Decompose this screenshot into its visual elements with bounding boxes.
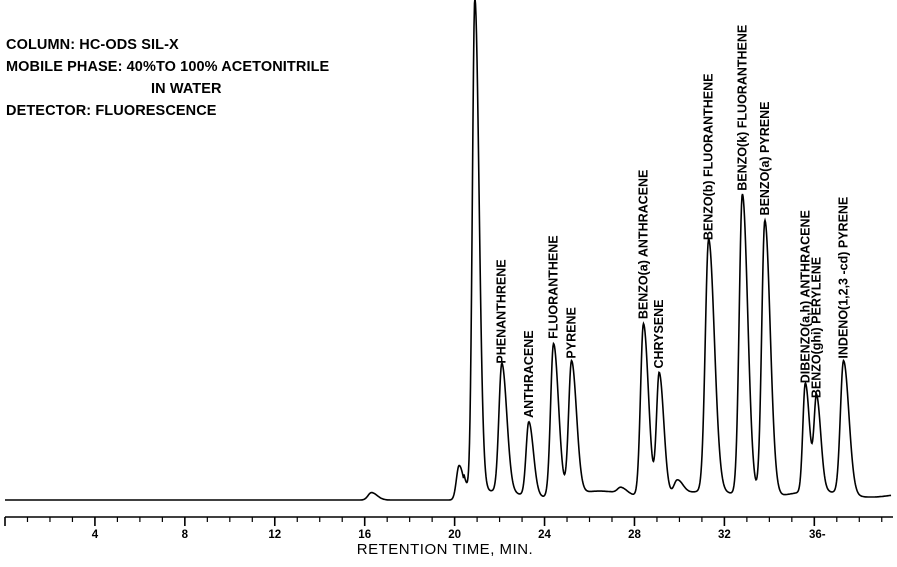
peak-labels: PHENANTHRENE ANTHRACENE FLUORANTHENE PYRENE… [495,25,851,418]
peak-label: ANTHRACENE [522,330,536,418]
peak-label: BENZO(a) ANTHRACENE [637,170,651,320]
x-tick-label: 24 [538,529,551,541]
chromatogram-trace [5,0,892,501]
x-tick-label: 12 [268,529,281,541]
peak-label: PYRENE [565,307,579,358]
peak-label: BENZO(b) FLUORANTHENE [702,73,716,240]
peak-label: BENZO(ghi) PERYLENE [810,257,824,398]
mobile-phase-condition: MOBILE PHASE: 40%TO 100% ACETONITRILE [6,59,330,75]
peak-label: DIBENZO(a,h) ANTHRACENE [798,210,812,383]
x-tick-label: 4 [92,529,99,541]
peak-label: FLUORANTHENE [546,235,560,338]
peak-label: CHRYSENE [652,300,666,369]
mobile-phase-condition-continued: IN WATER [151,81,222,97]
x-tick-label: 28 [628,529,641,541]
column-condition: COLUMN: HC-ODS SIL-X [6,37,179,53]
x-tick-label: 36- [809,529,826,541]
peak-label: PHENANTHRENE [495,259,509,363]
x-tick-label: 16 [358,529,371,541]
run-conditions: COLUMN: HC-ODS SIL-X MOBILE PHASE: 40%TO… [6,34,329,122]
peak-label: BENZO(a) PYRENE [758,102,772,216]
detector-condition: DETECTOR: FLUORESCENCE [6,103,217,119]
x-tick-label: 32 [718,529,731,541]
x-axis-ticks: 4 8 12 16 20 24 28 32 36- [4,517,883,541]
x-tick-label: 8 [182,529,189,541]
x-axis-title: RETENTION TIME, MIN. [357,541,533,558]
x-tick-label: 20 [448,529,461,541]
peak-label: BENZO(k) FLUORANTHENE [735,25,749,191]
peak-label: INDENO(1,2,3 -cd) PYRENE [837,197,851,359]
